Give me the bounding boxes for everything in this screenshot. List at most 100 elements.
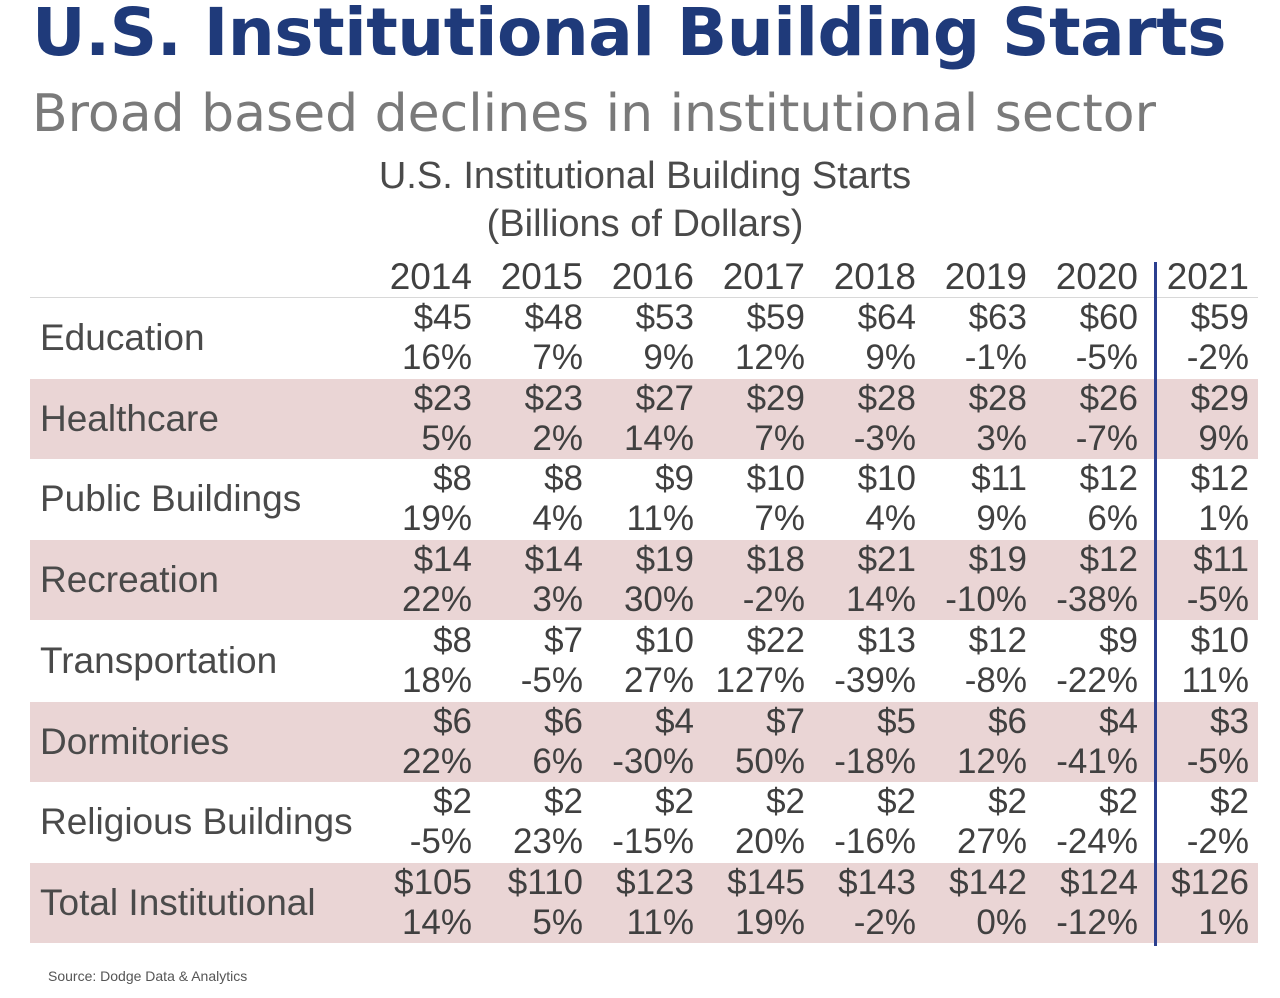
cell-value: $22 — [746, 620, 805, 660]
cell-value: $10 — [857, 459, 916, 499]
cell-percent-change: 9% — [643, 338, 694, 377]
cell-value: $8 — [433, 620, 472, 660]
cell-value: $142 — [949, 862, 1027, 902]
year-header-2019: 2019 — [944, 256, 1027, 297]
cell-value: $19 — [968, 540, 1027, 580]
cell-percent-change: 11% — [626, 902, 694, 942]
cell-percent-change: 23% — [512, 822, 583, 862]
cell-percent-change: 18% — [401, 660, 472, 700]
cell-percent-change: -16% — [834, 822, 916, 862]
cell-percent-change: 20% — [734, 822, 805, 862]
year-header-2015: 2015 — [500, 256, 583, 297]
cell-percent-change: 19% — [401, 499, 472, 539]
cell-value: $2 — [988, 782, 1027, 822]
cell-value: $12 — [1079, 540, 1138, 580]
cell-value: $28 — [857, 378, 916, 418]
cell-percent-change: -12% — [1056, 902, 1138, 942]
source-note: Source: Dodge Data & Analytics — [48, 968, 248, 984]
cell-value: $10 — [1190, 620, 1249, 660]
cell-percent-change: 14% — [623, 418, 694, 458]
cell-value: $123 — [616, 862, 694, 902]
cell-percent-change: -15% — [612, 822, 694, 862]
cell-percent-change: 1% — [1198, 902, 1249, 942]
cell-value: $59 — [746, 298, 805, 337]
cell-value: $7 — [544, 620, 583, 660]
cell-value: $145 — [727, 862, 805, 902]
cell-value: $6 — [988, 701, 1027, 741]
cell-value: $105 — [394, 862, 472, 902]
table-row: Public Buildings $8 19% $8 4% $9 11% $10 7% $10 4%… — [30, 459, 1258, 539]
cell-percent-change: -22% — [1056, 660, 1138, 700]
year-header-2020: 2020 — [1055, 256, 1138, 297]
cell-percent-change: -1% — [964, 338, 1027, 377]
table-row: Healthcare $23 5% $23 2% $27 14% $29 7% $28 -3% $28… — [30, 378, 1258, 459]
year-header-2014: 2014 — [389, 256, 472, 297]
cell-percent-change: 14% — [845, 580, 916, 620]
header-rule — [30, 297, 1258, 298]
row-label: Education — [40, 317, 205, 358]
cell-value: $9 — [1099, 620, 1138, 660]
cell-value: $8 — [544, 459, 583, 499]
cell-percent-change: 27% — [956, 822, 1027, 862]
cell-percent-change: 14% — [401, 902, 472, 942]
cell-percent-change: -2% — [742, 580, 805, 620]
row-label: Dormitories — [40, 720, 230, 762]
cell-value: $12 — [1190, 459, 1249, 499]
row-label: Transportation — [40, 639, 278, 681]
cell-value: $14 — [524, 540, 583, 580]
chart-subtitle: (Billions of Dollars) — [486, 203, 804, 245]
cell-percent-change: -18% — [834, 741, 916, 781]
cell-percent-change: 7% — [754, 499, 805, 539]
cell-value: $27 — [635, 378, 694, 418]
cell-value: $4 — [655, 701, 694, 741]
cell-value: $48 — [524, 298, 583, 337]
table-row: Total Institutional $105 14% $110 5% $123 11% $… — [30, 862, 1258, 943]
cell-percent-change: -2% — [853, 902, 916, 942]
row-label: Public Buildings — [40, 478, 302, 520]
cell-percent-change: 27% — [623, 660, 694, 700]
cell-value: $29 — [1190, 378, 1249, 418]
row-label: Recreation — [40, 559, 219, 601]
cell-value: $2 — [766, 782, 805, 822]
cell-percent-change: -7% — [1075, 418, 1138, 458]
cell-value: $2 — [433, 782, 472, 822]
cell-percent-change: 1% — [1198, 499, 1249, 539]
row-label: Religious Buildings — [40, 801, 353, 843]
cell-percent-change: 4% — [865, 499, 916, 539]
cell-percent-change: 6% — [1087, 499, 1138, 539]
cell-value: $18 — [746, 540, 805, 580]
cell-value: $19 — [635, 540, 694, 580]
cell-percent-change: 22% — [401, 741, 472, 781]
cell-percent-change: 22% — [401, 580, 472, 620]
table-row: Transportation $8 18% $7 -5% $10 27% $22 127% $13… — [30, 621, 1258, 701]
cell-percent-change: 30% — [623, 580, 694, 620]
cell-percent-change: 50% — [734, 741, 805, 781]
cell-value: $3 — [1210, 701, 1249, 741]
cell-percent-change: 11% — [1181, 660, 1249, 700]
cell-percent-change: 7% — [754, 418, 805, 458]
cell-value: $10 — [746, 459, 805, 499]
chart-title-block: U.S. Institutional Building Starts (Bill… — [0, 152, 1280, 248]
cell-percent-change: 9% — [865, 338, 916, 377]
cell-value: $12 — [968, 620, 1027, 660]
cell-value: $124 — [1060, 862, 1138, 902]
cell-value: $29 — [746, 378, 805, 418]
table-row: Dormitories $6 22% $6 6% $4 -30% $7 50% $5 -18% $6 1… — [30, 701, 1258, 782]
year-header-2018: 2018 — [833, 256, 916, 297]
cell-percent-change: 19% — [734, 902, 805, 942]
table-row: Education $45 16% $48 7% $53 9% $59 12% $64 9% $63-… — [30, 298, 1258, 378]
cell-percent-change: 3% — [532, 580, 583, 620]
row-label: Healthcare — [40, 397, 219, 439]
cell-percent-change: -8% — [964, 660, 1027, 700]
cell-value: $9 — [655, 459, 694, 499]
cell-value: $2 — [877, 782, 916, 822]
cell-percent-change: -5% — [409, 822, 472, 862]
cell-percent-change: -5% — [1075, 338, 1138, 377]
cell-value: $13 — [857, 620, 916, 660]
cell-value: $11 — [971, 459, 1027, 499]
cell-percent-change: 9% — [976, 499, 1027, 539]
cell-value: $23 — [413, 378, 472, 418]
cell-value: $126 — [1171, 862, 1249, 902]
cell-percent-change: -30% — [612, 741, 694, 781]
cell-percent-change: 12% — [956, 741, 1027, 781]
